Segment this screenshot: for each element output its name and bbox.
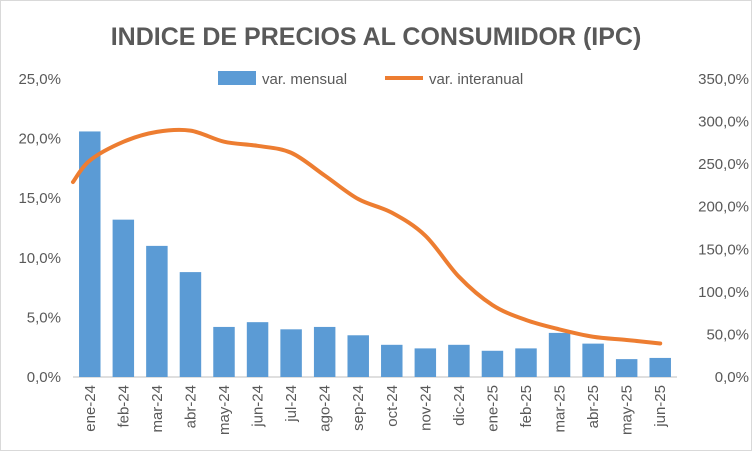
line-interanual xyxy=(71,127,663,346)
right-tick-label: 250,0% xyxy=(698,156,749,173)
x-tick-label: may-24 xyxy=(216,385,233,435)
bar-may-25 xyxy=(615,359,638,377)
legend-label-mensual: var. mensual xyxy=(262,71,347,88)
bar-jun-25 xyxy=(649,357,671,377)
chart-title: INDICE DE PRECIOS AL CONSUMIDOR (IPC) xyxy=(111,23,642,51)
right-tick-label: 300,0% xyxy=(698,114,749,131)
x-tick-label: jul-24 xyxy=(283,385,300,423)
bar-feb-24 xyxy=(112,219,135,377)
x-tick-label: oct-24 xyxy=(384,385,401,427)
x-tick-label: nov-24 xyxy=(417,385,434,431)
bar-abr-25 xyxy=(582,343,604,377)
bar-oct-24 xyxy=(381,344,403,377)
left-tick-label: 25,0% xyxy=(18,71,61,88)
left-tick-label: 0,0% xyxy=(27,369,61,386)
x-tick-label: ago-24 xyxy=(317,385,334,432)
left-tick-label: 5,0% xyxy=(27,309,61,326)
bar-ene-25 xyxy=(481,350,504,377)
x-tick-label: dic-24 xyxy=(451,385,468,426)
right-tick-label: 200,0% xyxy=(698,199,749,216)
x-tick-label: abr-25 xyxy=(585,385,602,428)
right-tick-label: 0,0% xyxy=(715,369,749,386)
left-tick-label: 15,0% xyxy=(18,190,61,207)
x-tick-label: feb-25 xyxy=(518,385,535,428)
x-tick-label: mar-24 xyxy=(149,385,166,433)
x-tick-label: jun-24 xyxy=(250,385,267,428)
bar-may-24 xyxy=(213,326,235,377)
legend: var. mensual var. interanual xyxy=(218,71,523,88)
right-tick-label: 50,0% xyxy=(706,326,749,343)
x-tick-label: abr-24 xyxy=(182,385,199,428)
right-tick-label: 100,0% xyxy=(698,284,749,301)
bar-mar-24 xyxy=(146,245,168,377)
bar-mar-25 xyxy=(548,332,571,377)
bar-ene-24 xyxy=(79,131,101,377)
bar-ago-24 xyxy=(313,326,336,377)
right-tick-label: 350,0% xyxy=(698,71,749,88)
bar-jun-24 xyxy=(246,322,269,377)
bar-nov-24 xyxy=(414,348,437,377)
x-tick-label: mar-25 xyxy=(552,385,569,433)
x-tick-label: sep-24 xyxy=(350,385,367,431)
left-axis: 0,0% 5,0% 10,0% 15,0% 20,0% 25,0% xyxy=(18,71,61,386)
legend-swatch-mensual xyxy=(218,71,256,85)
right-axis: 0,0% 50,0% 100,0% 150,0% 200,0% 250,0% 300,0% 3… xyxy=(698,71,749,386)
x-axis-labels: ene-24 feb-24 mar-24 abr-24 may-24 jun-24 jul-… xyxy=(82,385,669,435)
bar-feb-25 xyxy=(515,348,537,377)
x-tick-label: feb-24 xyxy=(115,385,132,428)
x-tick-label: may-25 xyxy=(619,385,636,435)
right-tick-label: 150,0% xyxy=(698,241,749,258)
bar-jul-24 xyxy=(280,329,302,377)
left-tick-label: 10,0% xyxy=(18,250,61,267)
legend-label-interanual: var. interanual xyxy=(429,71,523,88)
x-tick-label: ene-24 xyxy=(82,385,99,432)
x-tick-label: ene-25 xyxy=(484,385,501,432)
bar-sep-24 xyxy=(347,335,369,377)
left-tick-label: 20,0% xyxy=(18,131,61,148)
bar-abr-24 xyxy=(179,272,202,377)
line-series xyxy=(71,127,663,346)
bar-series xyxy=(79,131,671,377)
bar-dic-24 xyxy=(448,344,470,377)
x-tick-label: jun-25 xyxy=(652,385,669,428)
